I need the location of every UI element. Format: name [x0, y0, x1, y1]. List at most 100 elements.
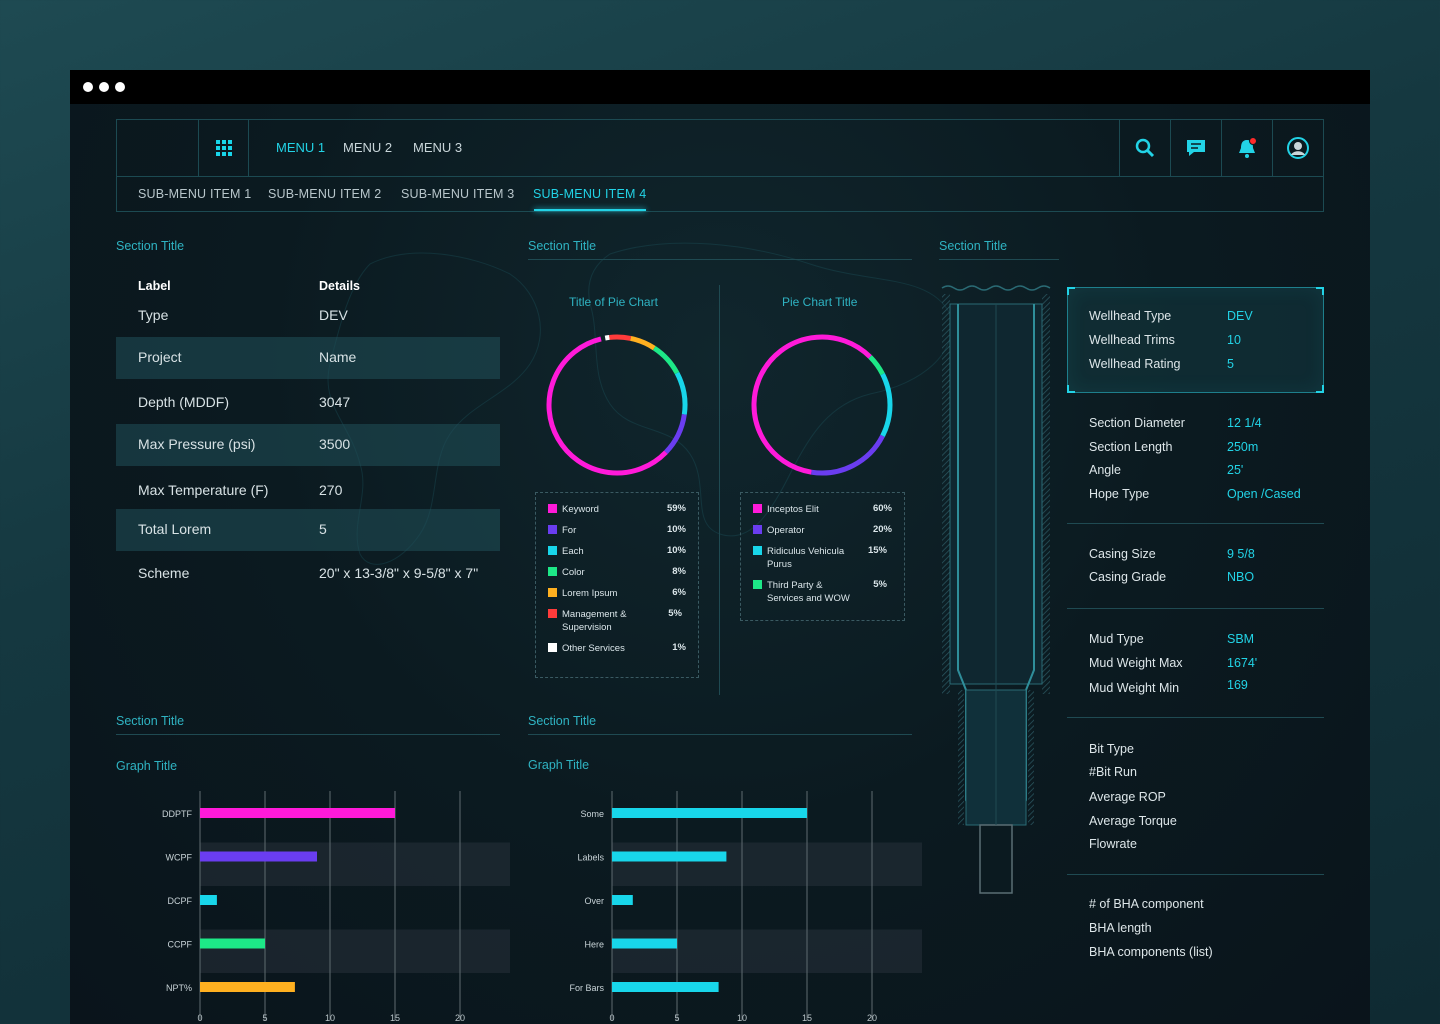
pie-slice-4	[674, 371, 688, 415]
divider	[528, 259, 912, 260]
detail-label: BHA components (list)	[1089, 945, 1213, 959]
bar-dcpf[interactable]	[200, 895, 217, 905]
header-details: Details	[319, 279, 360, 293]
detail-label: Mud Weight Max	[1089, 656, 1183, 670]
detail-label: Mud Type	[1089, 632, 1144, 646]
pie-slice-0	[868, 355, 885, 376]
pies-section-title: Section Title	[528, 239, 597, 253]
row-label: Type	[138, 307, 169, 323]
legend-swatch	[548, 525, 557, 534]
menu-3[interactable]: MENU 3	[413, 140, 463, 155]
menu-2[interactable]: MENU 2	[343, 140, 393, 155]
category-label: For Bars	[569, 983, 604, 993]
legend-item: Other Services 1%	[548, 642, 686, 655]
profile-button[interactable]	[1272, 120, 1323, 176]
pie-slice-3	[751, 334, 872, 475]
detail-label: Flowrate	[1089, 837, 1137, 851]
window-dot-maximize[interactable]	[115, 82, 125, 92]
chat-button[interactable]	[1170, 120, 1221, 176]
legend-value: 1%	[672, 642, 686, 653]
wellhead-info-box	[1067, 287, 1324, 393]
bar-here[interactable]	[612, 938, 677, 949]
row-band	[612, 929, 922, 973]
legend-label: Inceptos Elit	[767, 504, 819, 515]
pie2-title: Pie Chart Title	[782, 295, 858, 309]
category-label: Over	[584, 896, 604, 906]
legend-label: Management & Supervision	[562, 609, 627, 633]
submenu-item-4[interactable]: SUB-MENU ITEM 4	[533, 187, 647, 201]
bar-labels[interactable]	[612, 851, 727, 862]
table-row: Type DEV	[116, 299, 500, 337]
divider	[528, 734, 912, 735]
bar-ddptf[interactable]	[200, 808, 395, 818]
row-band	[612, 842, 922, 886]
divider	[1067, 523, 1324, 524]
chat-icon	[1187, 140, 1205, 156]
avatar	[1287, 137, 1309, 159]
legend-value: 60%	[872, 503, 892, 514]
legend-label: Lorem Ipsum	[562, 588, 618, 599]
window-dot-close[interactable]	[83, 82, 93, 92]
x-tick-label: 0	[197, 1013, 202, 1023]
detail-label: Casing Grade	[1089, 570, 1167, 584]
graph1-section-title: Section Title	[116, 714, 185, 728]
pie-slice-1	[609, 334, 632, 341]
detail-label: Mud Weight Min	[1089, 681, 1180, 695]
notifications-button[interactable]	[1221, 120, 1272, 176]
category-label: Some	[580, 809, 604, 819]
legend-label: For	[562, 525, 577, 536]
search-button[interactable]	[1119, 120, 1170, 176]
pie2-legend: Inceptos Elit 60% Operator 20% Ridiculus Veh…	[740, 492, 905, 621]
detail-label: #Bit Run	[1089, 765, 1137, 779]
x-tick-label: 10	[325, 1013, 335, 1023]
pie-slice-5	[664, 414, 687, 454]
bar-npt-[interactable]	[200, 982, 295, 992]
submenu-item-1[interactable]: SUB-MENU ITEM 1	[138, 187, 252, 201]
detail-label: Average ROP	[1089, 790, 1166, 804]
detail-label: Casing Size	[1089, 547, 1156, 561]
menu-1[interactable]: MENU 1	[276, 140, 326, 155]
row-band	[200, 842, 510, 886]
legend-value: 15%	[867, 545, 887, 556]
row-value: 270	[319, 482, 343, 498]
legend-item: Keyword 59%	[548, 503, 686, 516]
row-label: Total Lorem	[138, 521, 212, 537]
detail-label: Section Length	[1089, 440, 1173, 454]
table-row: Scheme 20" x 13-3/8" x 9-5/8" x 7"	[116, 551, 500, 593]
bar-some[interactable]	[612, 808, 807, 818]
well-section-title: Section Title	[939, 239, 1008, 253]
legend-value: 20%	[872, 524, 892, 535]
bell-icon	[1239, 137, 1257, 158]
submenu-item-2[interactable]: SUB-MENU ITEM 2	[268, 187, 382, 201]
row-band	[200, 929, 510, 973]
details-section-title: Section Title	[116, 239, 185, 253]
row-value: DEV	[319, 307, 348, 323]
detail-label: Section Diameter	[1089, 416, 1185, 430]
x-tick-label: 15	[390, 1013, 400, 1023]
category-label: CCPF	[168, 940, 193, 950]
x-tick-label: 20	[455, 1013, 465, 1023]
legend-swatch	[548, 588, 557, 597]
legend-item: For 10%	[548, 524, 686, 537]
legend-label: Keyword	[562, 504, 599, 515]
bar-over[interactable]	[612, 895, 633, 905]
legend-swatch	[753, 580, 762, 589]
legend-item: Color 8%	[548, 566, 686, 579]
submenu-item-3[interactable]: SUB-MENU ITEM 3	[401, 187, 515, 201]
category-label: DDPTF	[162, 809, 192, 819]
corner-accent	[1067, 385, 1075, 393]
legend-value: 59%	[666, 503, 686, 514]
row-value: 20" x 13-3/8" x 9-5/8" x 7"	[319, 565, 479, 581]
row-label: Depth (MDDF)	[138, 394, 230, 410]
bar-wcpf[interactable]	[200, 851, 317, 862]
apps-grid-button[interactable]	[199, 120, 249, 176]
bar-for-bars[interactable]	[612, 982, 719, 992]
category-label: Here	[584, 940, 604, 950]
legend-value: 5%	[873, 579, 887, 590]
category-label: Labels	[577, 853, 604, 863]
window-dot-minimize[interactable]	[99, 82, 109, 92]
legend-item: Lorem Ipsum 6%	[548, 587, 686, 600]
x-tick-label: 5	[262, 1013, 267, 1023]
bar-ccpf[interactable]	[200, 938, 265, 949]
row-label: Scheme	[138, 565, 190, 581]
